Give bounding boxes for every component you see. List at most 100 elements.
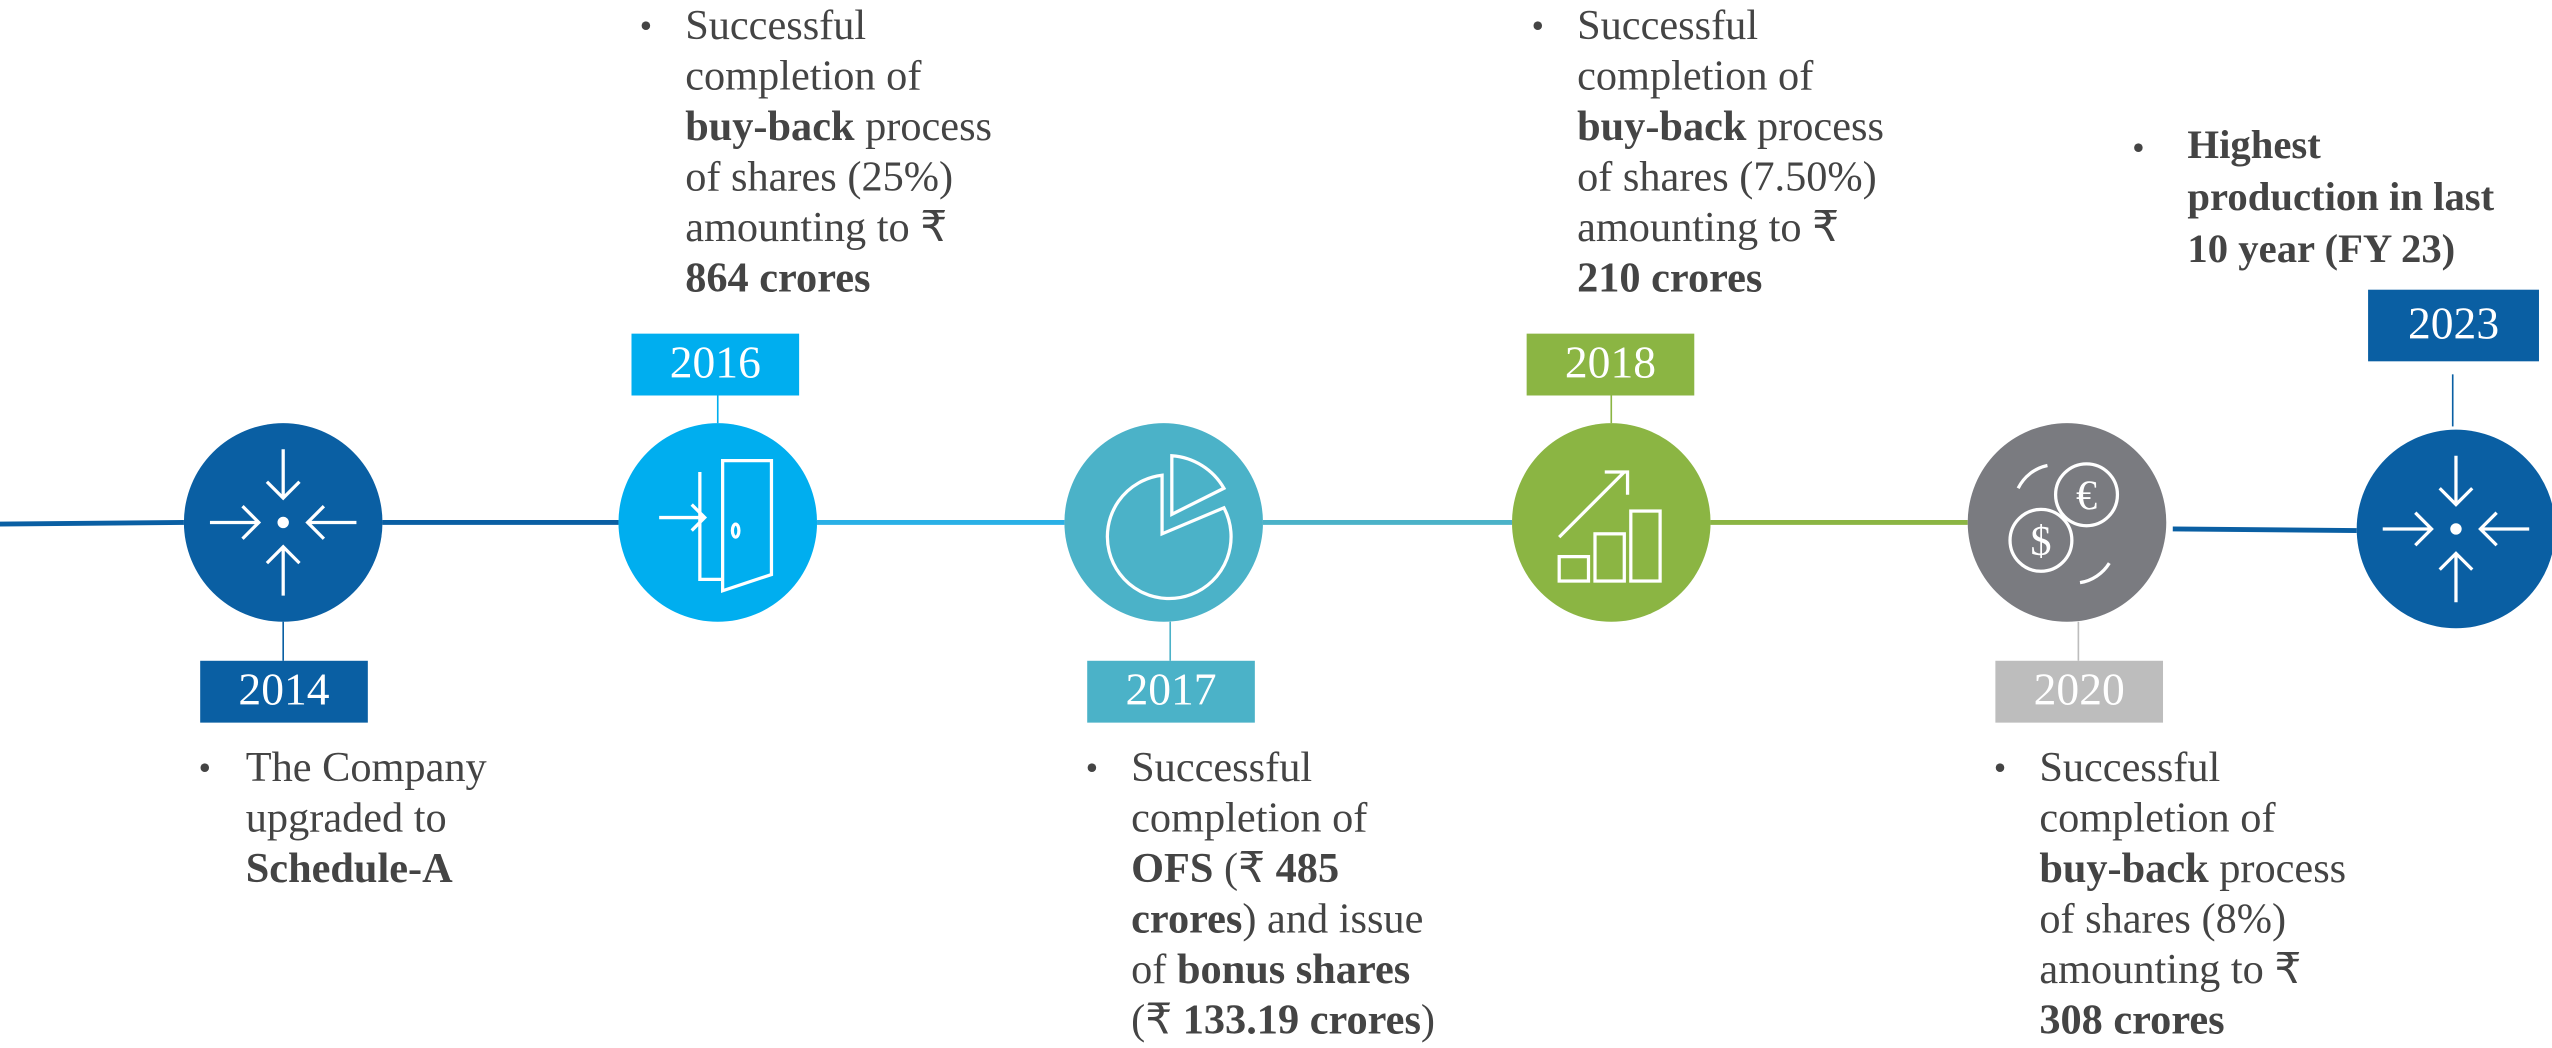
- text-line: completion of: [2039, 793, 2346, 843]
- year-label: 2017: [1087, 660, 1255, 723]
- converge-icon: [2382, 455, 2530, 603]
- bullet-marker: •: [2132, 126, 2145, 168]
- door-icon: [659, 458, 774, 594]
- text: Successful: [2039, 743, 2221, 791]
- event-description: Successful completion of buy-back process o…: [2039, 742, 2346, 1045]
- text: amounting to ₹: [2039, 945, 2302, 993]
- event-description: Successful completion of buy-back process o…: [685, 0, 992, 303]
- text: of shares (7.50%): [1577, 152, 1877, 201]
- converge-icon: [209, 449, 357, 596]
- text: upgraded to: [245, 794, 447, 842]
- text-line: 864 crores: [685, 252, 992, 302]
- text-line: buy-back process: [685, 101, 992, 151]
- text: ) and issue: [1242, 895, 1424, 943]
- text-line: crores) and issue: [1131, 894, 1435, 944]
- text-line: Highest: [2187, 120, 2494, 172]
- year-label: 2016: [631, 333, 800, 396]
- year-label: 2018: [1526, 333, 1695, 396]
- text-line: completion of: [1577, 50, 1884, 100]
- text: ): [1420, 996, 1436, 1044]
- text-line: of bonus shares: [1131, 944, 1435, 994]
- text-line: The Company: [246, 742, 487, 792]
- text-line: amounting to ₹: [685, 202, 992, 252]
- text-line: Successful: [685, 0, 992, 50]
- text: (₹: [1213, 844, 1276, 892]
- bold-text: 10 year (FY 23): [2187, 227, 2456, 272]
- text-line: upgraded to: [246, 793, 487, 843]
- text-line: buy-back process: [1577, 101, 1884, 151]
- text-line: of shares (7.50%): [1577, 151, 1884, 201]
- bold-text: Schedule-A: [245, 844, 453, 892]
- bold-text: 133.19 crores: [1182, 996, 1421, 1044]
- bold-text: buy-back: [1577, 102, 1747, 150]
- text: amounting to ₹: [685, 203, 948, 251]
- bullet-marker: •: [1993, 747, 2007, 788]
- bullet-marker: •: [1085, 747, 1099, 788]
- text: of shares (25%): [685, 152, 954, 201]
- bold-text: Highest: [2187, 123, 2321, 168]
- text-line: production in last: [2187, 173, 2494, 225]
- year-label: 2023: [2368, 289, 2539, 362]
- timeline-line: [2172, 526, 2357, 534]
- text: completion of: [1577, 52, 1814, 100]
- text-line: buy-back process: [2039, 843, 2346, 893]
- year-label: 2020: [1995, 660, 2164, 723]
- svg-text:€: €: [2076, 472, 2097, 519]
- bold-text: 864 crores: [685, 253, 871, 302]
- currency-icon: € $: [2008, 462, 2120, 585]
- text: (₹: [1131, 996, 1183, 1044]
- bullet-marker: •: [639, 4, 653, 46]
- event-description: Successful completion of buy-back process o…: [1577, 0, 1884, 303]
- event-description: Successful completion of OFS (₹ 485 crores)…: [1131, 742, 1435, 1045]
- svg-text:$: $: [2030, 518, 2051, 565]
- text-line: Schedule-A: [246, 843, 487, 893]
- text-line: (₹ 133.19 crores): [1131, 994, 1435, 1044]
- bold-text: crores: [1131, 895, 1243, 943]
- text-line: completion of: [1131, 793, 1435, 843]
- text: process: [1746, 102, 1884, 150]
- text: process: [854, 102, 993, 150]
- text-line: Successful: [1577, 0, 1884, 50]
- text: Successful: [685, 1, 867, 49]
- bullet-marker: •: [1531, 4, 1545, 46]
- milestone-circle: [1511, 423, 1711, 622]
- text: Successful: [1131, 743, 1313, 791]
- bullet-marker: •: [198, 747, 212, 788]
- bold-text: OFS: [1131, 844, 1214, 892]
- bold-text: production in last: [2187, 175, 2495, 220]
- text: of: [1131, 945, 1177, 993]
- text: completion of: [2039, 794, 2276, 842]
- text-line: amounting to ₹: [1577, 202, 1884, 252]
- year-label: 2014: [200, 660, 368, 723]
- text: Successful: [1577, 1, 1759, 49]
- text-line: Successful: [1131, 742, 1435, 792]
- text: completion of: [1131, 794, 1368, 842]
- text: amounting to ₹: [1577, 203, 1840, 251]
- text: process: [2208, 844, 2347, 892]
- bold-text: buy-back: [2039, 844, 2209, 892]
- bold-text: buy-back: [685, 102, 855, 150]
- pie-icon: [1105, 453, 1233, 601]
- timeline-line: [0, 520, 184, 527]
- event-description: The Company upgraded to Schedule-A: [246, 742, 487, 893]
- milestone-circle: [618, 423, 818, 622]
- event-description: Highest production in last 10 year (FY 23): [2187, 120, 2494, 276]
- text: The Company: [245, 743, 487, 791]
- bold-text: 210 crores: [1577, 253, 1763, 302]
- text-line: Successful: [2039, 742, 2346, 792]
- text-line: of shares (25%): [685, 151, 992, 201]
- bold-text: 308 crores: [2039, 996, 2225, 1044]
- text-line: 210 crores: [1577, 252, 1884, 302]
- text-line: of shares (8%): [2039, 894, 2346, 944]
- bold-text: 485: [1275, 844, 1340, 892]
- bold-text: bonus shares: [1176, 945, 1411, 993]
- text-line: OFS (₹ 485: [1131, 843, 1435, 893]
- text-line: 10 year (FY 23): [2187, 225, 2494, 277]
- growth-icon: [1557, 470, 1662, 583]
- text-line: amounting to ₹: [2039, 944, 2346, 994]
- text: completion of: [685, 52, 922, 100]
- text-line: 308 crores: [2039, 994, 2346, 1044]
